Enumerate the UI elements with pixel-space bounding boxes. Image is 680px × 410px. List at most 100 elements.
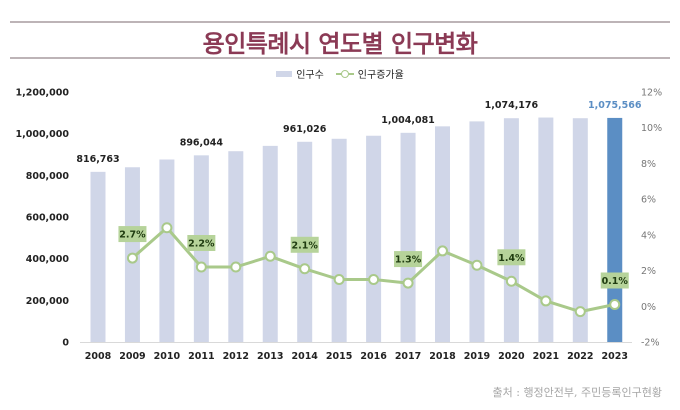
x-tick-label: 2021 (533, 351, 559, 362)
rate-label-box (394, 251, 423, 268)
legend-label-growth-rate: 인구증가율 (357, 70, 404, 81)
title-top-rule (10, 21, 670, 23)
growth-rate-point-2014[interactable] (299, 263, 311, 275)
rate-label: 2.7% (118, 226, 147, 243)
y-left-tick-label: 1,000,000 (16, 129, 70, 140)
y-axis-right: -2% 0% 2% 4% 6% 8% 10% 12% (641, 88, 662, 349)
legend-bar-swatch-icon (276, 70, 293, 77)
growth-rate-point-2021[interactable] (540, 295, 552, 307)
rate-label-box (600, 272, 629, 289)
legend-item-population[interactable]: 인구수 (276, 66, 324, 81)
growth-rate-point-2009[interactable] (126, 252, 138, 264)
bar-2022[interactable] (572, 118, 588, 342)
x-tick-label: 2018 (429, 351, 456, 362)
rate-label: 0.1% (600, 272, 629, 289)
bar-2017[interactable] (400, 132, 416, 342)
y-right-tick-label: 12% (641, 88, 662, 99)
line-data-labels: 2.7% 2.2% 2.1% 1.3% 1.4% 0.1% (118, 226, 629, 289)
rate-label-box (187, 235, 216, 251)
y-left-tick-label: 200,000 (26, 296, 70, 307)
y-right-tick-label: -2% (641, 338, 660, 349)
bar-value-label: 1,074,176 (485, 100, 539, 111)
rate-label-box (290, 236, 319, 253)
x-tick-label: 2009 (119, 351, 145, 362)
growth-rate-point-2019[interactable] (471, 259, 483, 271)
rate-label: 2.1% (290, 236, 319, 253)
bar-2015[interactable] (331, 138, 347, 342)
x-tick-label: 2014 (291, 351, 318, 362)
legend-item-growth-rate[interactable]: 인구증가율 (335, 66, 404, 81)
x-tick-label: 2023 (602, 351, 628, 362)
x-tick-label: 2017 (395, 351, 421, 362)
growth-rate-point-2020[interactable] (505, 275, 517, 287)
rate-label: 1.3% (394, 251, 423, 268)
y-right-tick-label: 2% (641, 266, 656, 277)
y-right-tick-label: 6% (641, 195, 656, 206)
x-tick-label: 2020 (498, 351, 525, 362)
legend-line-marker-icon (335, 69, 354, 78)
bar-2021[interactable] (538, 117, 554, 343)
y-right-tick-label: 8% (641, 159, 656, 170)
bar-data-labels: 816,763 896,044 961,026 1,004,081 1,074,176 1… (76, 100, 642, 165)
bar-value-label: 1,004,081 (381, 115, 435, 126)
legend-label-population: 인구수 (296, 70, 324, 81)
rate-label: 1.4% (497, 249, 526, 266)
growth-rate-point-2011[interactable] (195, 261, 207, 273)
y-left-tick-label: 0 (62, 338, 69, 349)
x-axis: 2008 2009 2010 2011 2012 2013 2014 2015 2016 2017… (85, 351, 628, 362)
bar-2019[interactable] (469, 121, 485, 342)
growth-rate-point-2010[interactable] (161, 222, 173, 234)
x-tick-label: 2022 (567, 351, 593, 362)
y-left-tick-label: 1,200,000 (16, 88, 70, 99)
bar-value-label: 1,075,566 (588, 100, 642, 111)
rate-label-text: 2.7% (119, 230, 146, 241)
x-tick-label: 2013 (257, 351, 283, 362)
growth-rate-point-2013[interactable] (264, 250, 276, 262)
bar-2008[interactable] (90, 171, 106, 342)
bar-2010[interactable] (159, 159, 175, 343)
bar-value-label: 961,026 (283, 124, 327, 135)
growth-rate-point-2016[interactable] (368, 274, 380, 285)
bar-2012[interactable] (228, 151, 244, 342)
growth-rate-point-2022[interactable] (574, 306, 586, 318)
rate-label-text: 1.3% (395, 255, 422, 266)
x-tick-label: 2015 (326, 351, 352, 362)
growth-rate-point-2023[interactable] (609, 299, 621, 310)
bar-value-label: 896,044 (180, 137, 224, 148)
source-note: 출처 : 행정안전부, 주민등록인구현황 (492, 386, 663, 399)
growth-rate-point-2012[interactable] (230, 261, 242, 273)
y-right-tick-label: 4% (641, 230, 656, 241)
legend: 인구수 인구증가율 (0, 66, 680, 81)
x-tick-label: 2019 (464, 351, 490, 362)
bar-2016[interactable] (366, 135, 382, 342)
rate-label: 2.2% (187, 235, 216, 251)
rate-label-box (497, 249, 526, 266)
y-left-tick-label: 800,000 (26, 171, 70, 182)
bar-2013[interactable] (262, 145, 278, 342)
y-right-tick-label: 10% (641, 123, 662, 134)
line-series-growth-rate (126, 222, 621, 318)
rate-label-text: 2.2% (188, 239, 215, 250)
x-tick-label: 2008 (85, 351, 112, 362)
rate-label-text: 0.1% (602, 276, 629, 287)
bar-2018[interactable] (435, 126, 450, 342)
bar-series-population (90, 117, 623, 343)
chart-title: 용인특례시 연도별 인구변화 (202, 30, 478, 58)
growth-rate-point-2015[interactable] (333, 274, 345, 285)
growth-rate-point-2017[interactable] (402, 277, 414, 289)
x-tick-label: 2012 (223, 351, 249, 362)
rate-label-text: 2.1% (292, 240, 319, 251)
bar-value-label: 816,763 (76, 154, 119, 165)
growth-rate-point-2018[interactable] (437, 245, 448, 257)
x-tick-label: 2011 (188, 351, 214, 362)
bar-2020[interactable] (503, 118, 519, 342)
rate-label-box (118, 226, 147, 243)
y-axis-left: 0 200,000 400,000 600,000 800,000 1,000,000 1,… (16, 88, 70, 349)
rate-label-text: 1.4% (498, 253, 525, 264)
y-left-tick-label: 400,000 (26, 254, 70, 265)
title-bottom-rule (10, 57, 670, 59)
x-tick-label: 2016 (360, 351, 387, 362)
y-left-tick-label: 600,000 (26, 213, 70, 224)
y-right-tick-label: 0% (641, 302, 656, 313)
